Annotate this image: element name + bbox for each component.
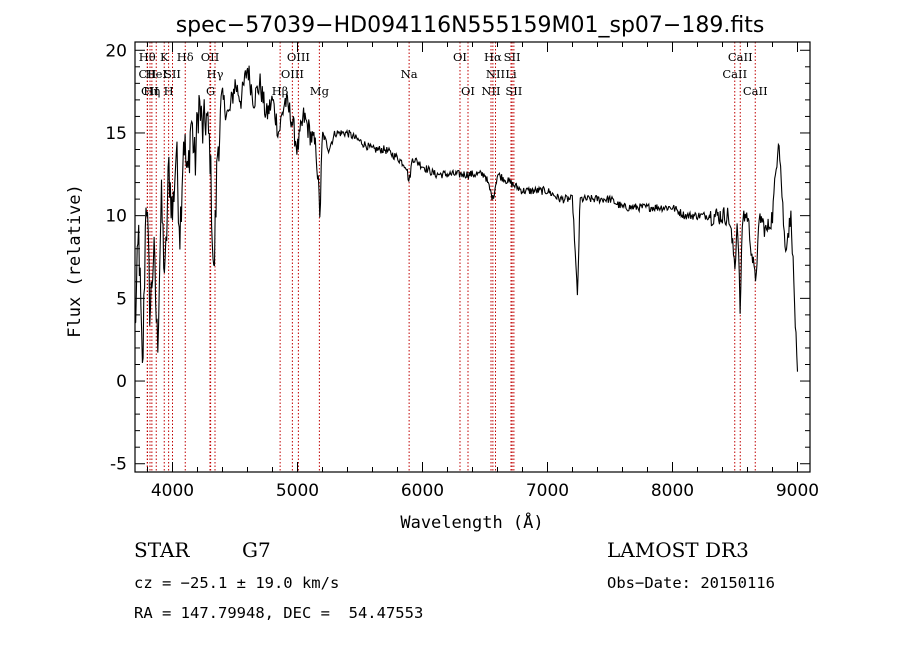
x-tick-label: 7000 bbox=[526, 481, 569, 501]
line-label: Hθ bbox=[139, 50, 156, 64]
x-tick-label: 8000 bbox=[651, 481, 694, 501]
line-label: OIII bbox=[287, 50, 310, 64]
line-label: OI bbox=[453, 50, 467, 64]
x-tick-label: 4000 bbox=[151, 481, 194, 501]
line-label: CII bbox=[141, 84, 159, 98]
object-type: STAR bbox=[134, 538, 190, 562]
line-label: Hγ bbox=[207, 67, 224, 81]
survey-name: LAMOST DR3 bbox=[607, 538, 749, 562]
spectral-subclass: G7 bbox=[242, 538, 271, 562]
line-label: CaII bbox=[743, 84, 768, 98]
line-label: OI bbox=[461, 84, 475, 98]
y-tick-label: 5 bbox=[116, 289, 127, 309]
y-tick-label: 10 bbox=[105, 207, 127, 227]
line-label: SII bbox=[164, 67, 181, 81]
y-axis-label: Flux (relative) bbox=[65, 184, 85, 338]
line-label: Na bbox=[401, 67, 418, 81]
plot-frame bbox=[134, 41, 811, 473]
x-tick-label: 5000 bbox=[276, 481, 319, 501]
x-axis-label: Wavelength (Å) bbox=[400, 511, 543, 533]
spectral-line-markers bbox=[146, 42, 756, 472]
redshift-velocity: cz = −25.1 ± 19.0 km/s bbox=[134, 574, 340, 592]
line-label: HeI bbox=[146, 67, 167, 81]
line-label: Hη bbox=[143, 84, 160, 98]
y-tick-label: 0 bbox=[116, 372, 127, 392]
line-label: K bbox=[160, 50, 169, 64]
line-label: Li bbox=[505, 67, 517, 81]
y-tick-label: -5 bbox=[110, 455, 127, 475]
line-label: G bbox=[206, 84, 215, 98]
line-label: Hδ bbox=[177, 50, 194, 64]
line-label: H bbox=[164, 84, 174, 98]
line-label: SII bbox=[505, 84, 522, 98]
line-label: CaII bbox=[722, 67, 747, 81]
line-label: NII bbox=[486, 67, 505, 81]
line-label: Hα bbox=[484, 50, 502, 64]
x-tick-label: 6000 bbox=[401, 481, 444, 501]
line-label: Hβ bbox=[272, 84, 289, 98]
line-label: NII bbox=[481, 84, 500, 98]
observation-date: Obs−Date: 20150116 bbox=[607, 574, 775, 592]
y-tick-label: 15 bbox=[105, 124, 127, 144]
line-label: CaII bbox=[728, 50, 753, 64]
y-tick-label: 20 bbox=[105, 41, 127, 61]
line-label: SII bbox=[504, 50, 521, 64]
sky-coordinates: RA = 147.79948, DEC = 54.47553 bbox=[134, 604, 424, 622]
chart-title: spec−57039−HD094116N555159M01_sp07−189.f… bbox=[176, 13, 765, 38]
x-axis: 4000 5000 6000 7000 8000 9000 bbox=[147, 42, 819, 501]
spectrum-line bbox=[134, 65, 799, 372]
line-label: CII bbox=[139, 67, 157, 81]
line-label: OIII bbox=[281, 67, 304, 81]
line-label: OII bbox=[201, 50, 220, 64]
y-axis: -5 0 5 10 15 20 bbox=[105, 41, 810, 475]
line-label: Mg bbox=[310, 84, 330, 98]
x-tick-label: 9000 bbox=[776, 481, 819, 501]
